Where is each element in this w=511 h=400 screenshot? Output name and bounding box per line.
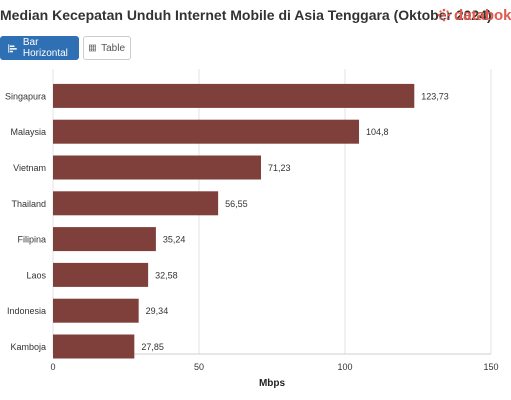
- value-label: 29,34: [146, 306, 169, 316]
- bar-laos[interactable]: [53, 262, 149, 287]
- value-label: 27,85: [141, 342, 164, 352]
- bar-kamboja[interactable]: [53, 334, 135, 359]
- chart-title: Median Kecepatan Unduh Internet Mobile d…: [0, 7, 492, 23]
- value-label: 56,55: [225, 199, 248, 209]
- tab-bar-horizontal[interactable]: Bar Horizontal: [0, 36, 79, 60]
- logo-text: databoks: [454, 6, 511, 24]
- category-labels: Singapura Malaysia Vietnam Thailand Filipina…: [5, 91, 47, 352]
- category-label: Thailand: [11, 199, 46, 209]
- x-axis-label: Mbps: [259, 378, 286, 389]
- x-tick-label: 150: [483, 362, 498, 372]
- category-label: Malaysia: [10, 127, 46, 137]
- category-label: Laos: [26, 270, 46, 280]
- tab-bar-horizontal-label: Bar Horizontal: [22, 37, 68, 59]
- table-icon: [89, 44, 97, 52]
- bar-chart-icon: [8, 43, 17, 53]
- x-tick-label: 0: [50, 362, 55, 372]
- tab-table-label: Table: [101, 42, 125, 54]
- value-label: 71,23: [268, 163, 291, 173]
- tab-table[interactable]: Table: [83, 36, 131, 60]
- category-label: Kamboja: [10, 342, 46, 352]
- bar-chart: Singapura Malaysia Vietnam Thailand Filipina…: [5, 69, 499, 389]
- bar-vietnam[interactable]: [53, 155, 261, 180]
- value-label: 32,58: [155, 270, 178, 280]
- value-label: 104,8: [366, 127, 389, 137]
- x-tick-label: 100: [337, 362, 352, 372]
- x-tick-label: 50: [194, 362, 204, 372]
- value-label: 35,24: [163, 235, 186, 245]
- view-tabs: Bar Horizontal Table: [0, 36, 131, 60]
- databoks-logo: databoks: [436, 5, 511, 25]
- bar-singapura[interactable]: [53, 83, 415, 108]
- x-tick-labels: 0 50 100 150: [50, 362, 498, 372]
- bar-malaysia[interactable]: [53, 119, 360, 144]
- databoks-logo-icon: [437, 8, 451, 22]
- bars: [53, 83, 415, 359]
- category-label: Singapura: [5, 91, 46, 101]
- bar-indonesia[interactable]: [53, 298, 139, 323]
- category-label: Filipina: [17, 235, 46, 245]
- category-label: Indonesia: [7, 306, 46, 316]
- bar-thailand[interactable]: [53, 191, 219, 216]
- value-label: 123,73: [421, 91, 449, 101]
- value-labels: 123,73 104,8 71,23 56,55 35,24 32,58 29,34 27,8…: [141, 91, 449, 352]
- bar-filipina[interactable]: [53, 227, 156, 252]
- category-label: Vietnam: [13, 163, 46, 173]
